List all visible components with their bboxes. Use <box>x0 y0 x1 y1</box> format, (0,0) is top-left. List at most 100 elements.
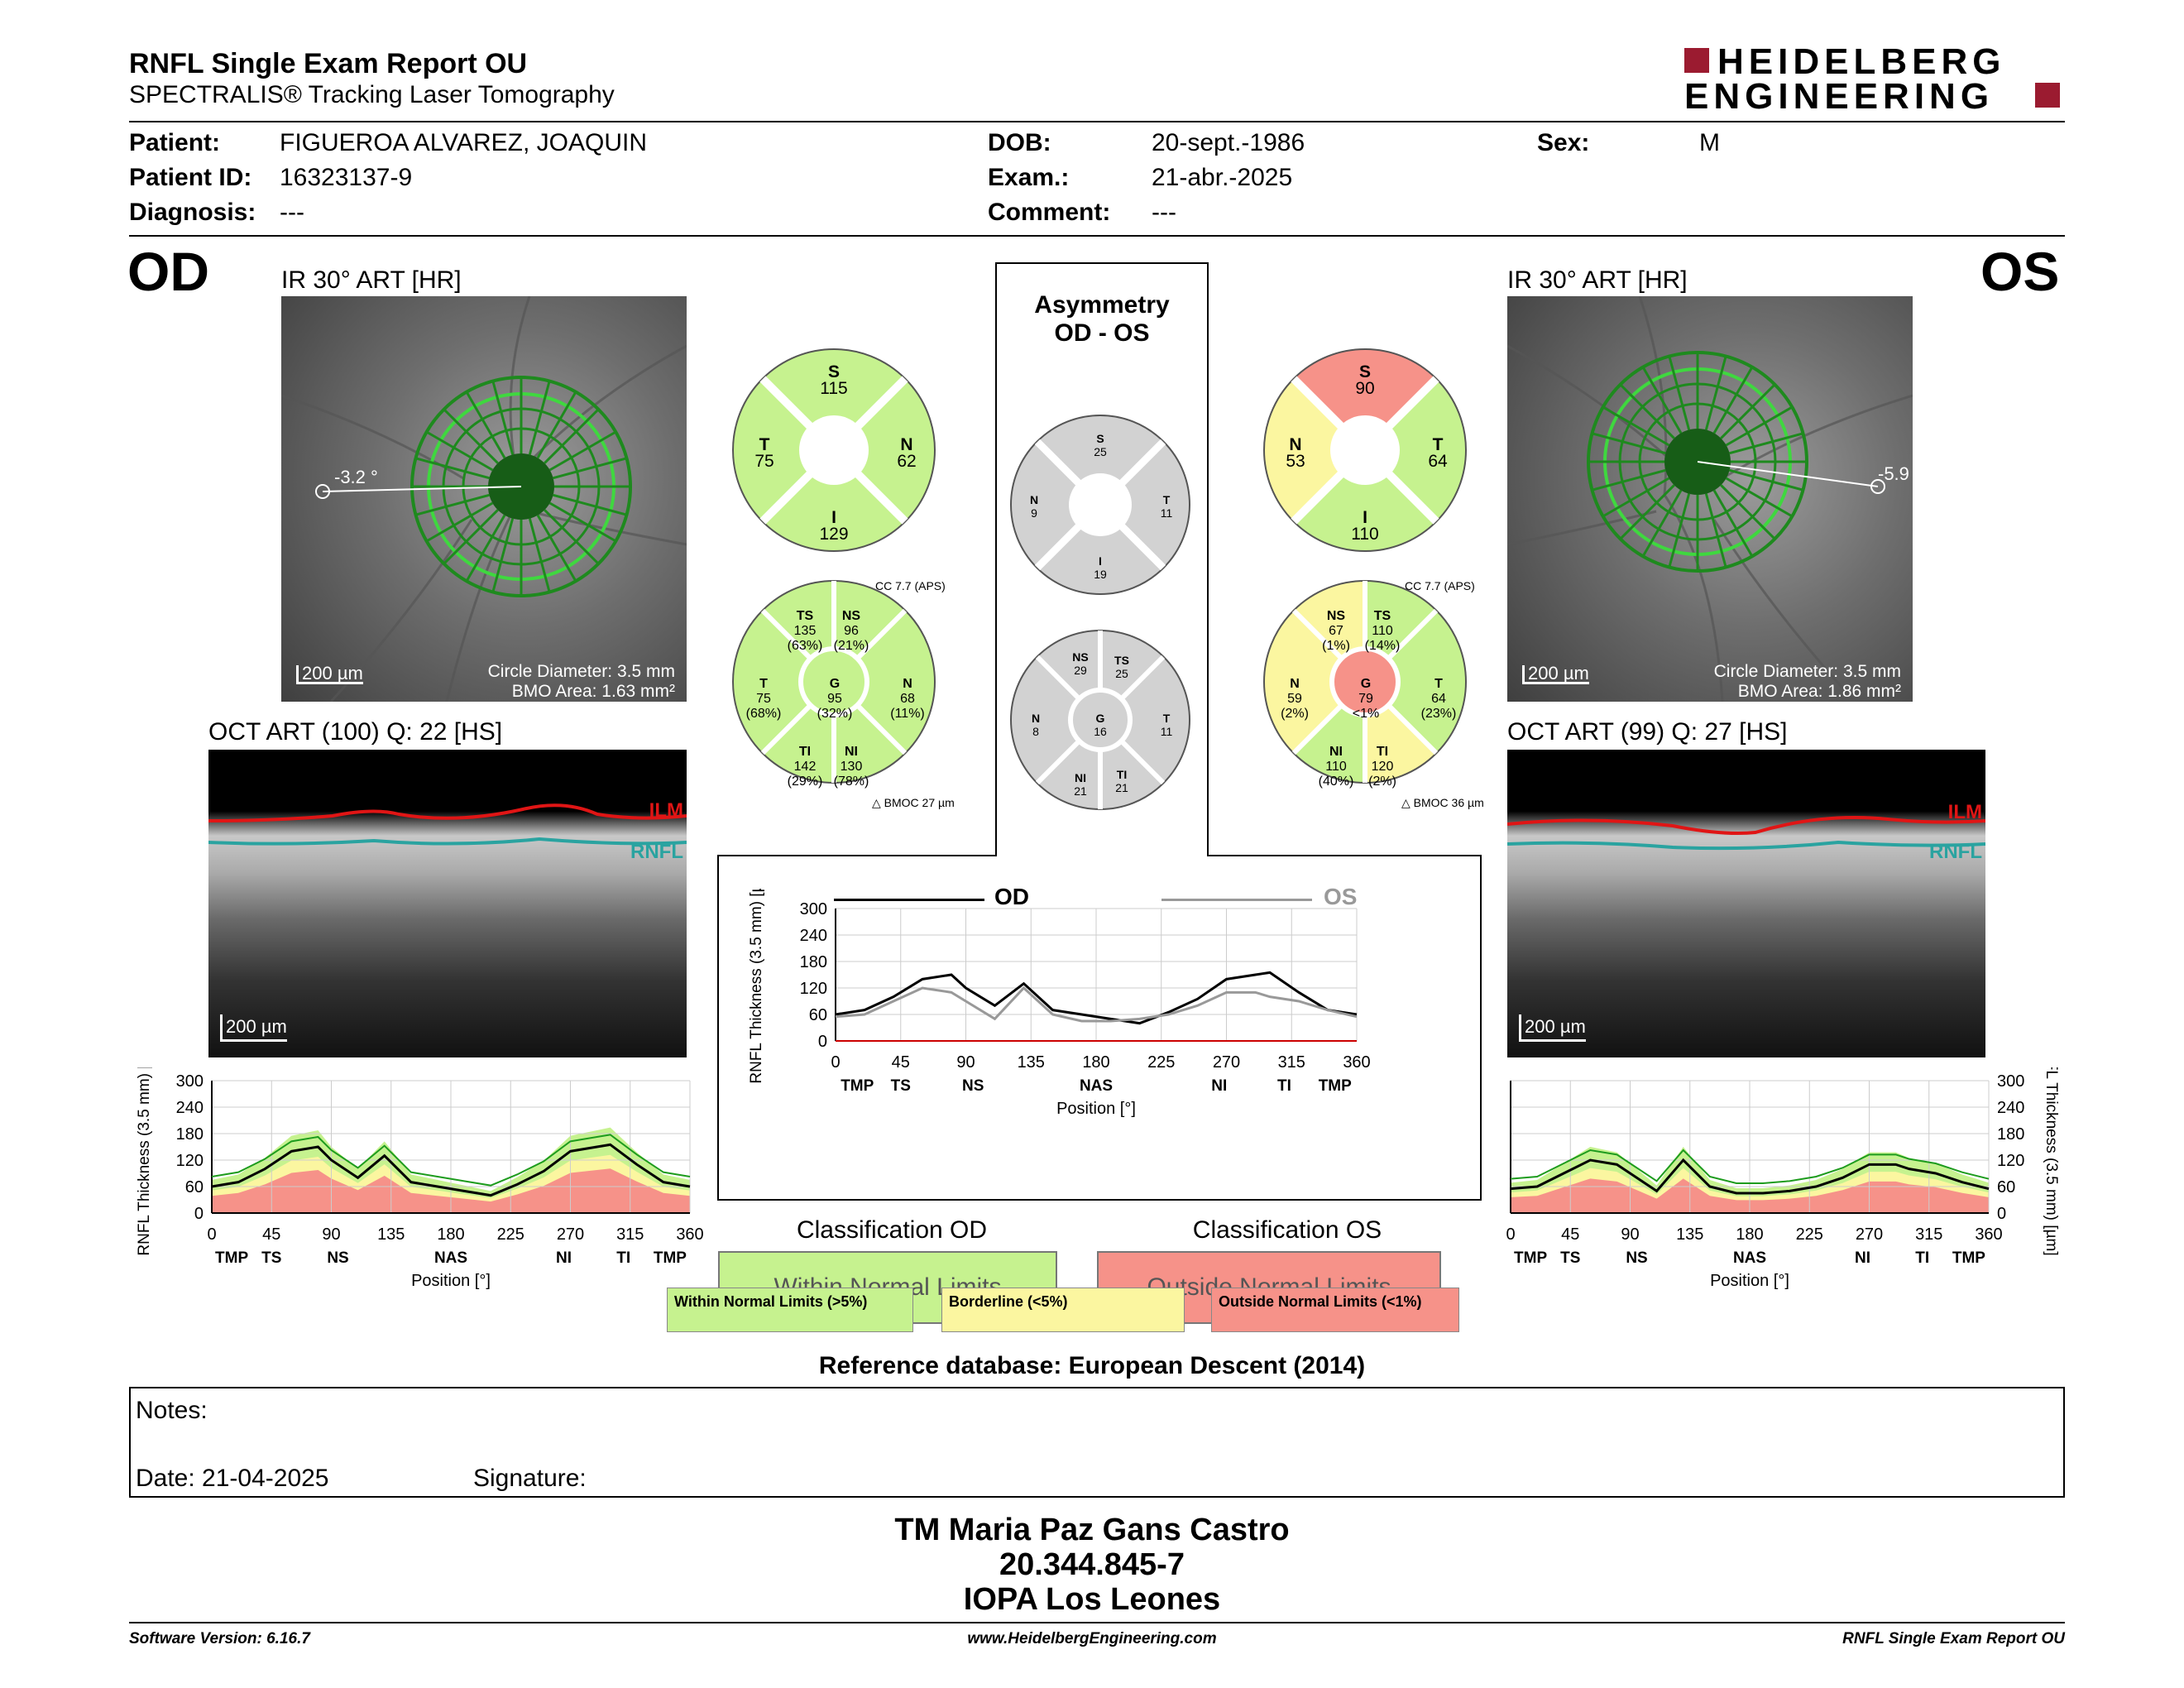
os-quad-t: T 64 <box>1428 435 1448 471</box>
sector-label: TI <box>616 1249 630 1267</box>
od-quad-s-value: 115 <box>820 379 848 398</box>
sector-label: TMP <box>841 1077 874 1095</box>
y-tick-label: 60 <box>1997 1178 2015 1196</box>
od-oct-image: ILM RNFL 200 µm <box>208 750 687 1057</box>
classification-od-title: Classification OD <box>796 1216 988 1244</box>
normative-mean-line <box>211 1134 691 1187</box>
signer-rut: 20.344.845-7 <box>999 1547 1185 1582</box>
sector-label: NAS <box>434 1249 467 1267</box>
od-os-comparison-chart: 300 240 180 120 60 00 45 90 135 180 225 270 315 360 TM… <box>748 889 1371 1118</box>
os-oct-scale: 200 µm <box>1519 1014 1586 1042</box>
x-tick-label: 180 <box>1082 1053 1109 1072</box>
comment-label: Comment: <box>988 199 1111 226</box>
od-oct-scale: 200 µm <box>220 1014 287 1042</box>
asymmetry-title-line1: Asymmetry <box>1034 291 1170 319</box>
x-tick-label: 360 <box>1343 1053 1370 1072</box>
asym-quad-s: S 25 <box>1094 432 1107 458</box>
sector-label: TI <box>1915 1249 1929 1267</box>
y-tick-label: 0 <box>1997 1205 2006 1223</box>
sector-label: NAS <box>1080 1077 1113 1095</box>
report-subtitle: SPECTRALIS® Tracking Laser Tomography <box>129 81 615 108</box>
os-sec-ts: TS 110 (14%) <box>1364 609 1401 653</box>
sector-label: NS <box>962 1077 984 1095</box>
od-sec-ns: NS 96 (21%) <box>833 609 869 653</box>
od-legend-line <box>834 899 984 901</box>
x-tick-label: 270 <box>1213 1053 1240 1072</box>
os-sector-plot <box>1263 580 1467 784</box>
od-sec-t: T 75 (68%) <box>745 677 782 721</box>
sector-label: TMP <box>1514 1249 1547 1267</box>
report-title: RNFL Single Exam Report OU <box>129 48 528 79</box>
od-ilm-label: ILM <box>649 799 683 822</box>
y-tick-label: 120 <box>1997 1152 2024 1170</box>
od-quad-i: I 129 <box>819 508 849 544</box>
os-sec-n: N 59 (2%) <box>1281 677 1309 721</box>
x-tick-label: 315 <box>1915 1225 1942 1244</box>
os-ir-label: IR 30° ART [HR] <box>1507 266 1688 294</box>
x-tick-label: 315 <box>1278 1053 1305 1072</box>
os-fundus-image: -5.9 200 µm Circle Diameter: 3.5 mm BMO … <box>1507 296 1913 702</box>
diagnosis-value: --- <box>280 199 304 226</box>
legend-borderline: Borderline (<5%) <box>941 1288 1185 1332</box>
sector-label: NI <box>556 1249 572 1267</box>
asym-sec-ni: NI 21 <box>1074 771 1087 798</box>
series-line-od <box>211 1143 691 1197</box>
y-tick-label: 180 <box>1997 1125 2024 1144</box>
od-oct-label: OCT ART (100) Q: 22 [HS] <box>208 718 503 746</box>
x-tick-label: 135 <box>1676 1225 1703 1244</box>
y-tick-label: 120 <box>176 1152 204 1170</box>
od-ir-label: IR 30° ART [HR] <box>281 266 462 294</box>
y-tick-label: 240 <box>176 1099 204 1117</box>
os-sec-ni: NI 110 (40%) <box>1318 745 1354 789</box>
logo-line1: HEIDELBERG <box>1717 41 2006 82</box>
x-tick-label: 0 <box>1506 1225 1515 1244</box>
x-tick-label: 315 <box>616 1225 644 1244</box>
x-tick-label: 180 <box>1736 1225 1763 1244</box>
x-tick-label: 270 <box>1856 1225 1883 1244</box>
asymmetry-panel <box>717 262 1482 1201</box>
legend-outside-normal: Outside Normal Limits (<1%) <box>1211 1288 1459 1332</box>
y-axis-label: RNFL Thickness (3.5 mm) [µm] <box>748 889 765 1084</box>
os-oct-image: ILM RNFL 200 µm <box>1507 750 1985 1057</box>
asym-sec-ns: NS 29 <box>1072 650 1089 677</box>
x-tick-label: 225 <box>497 1225 524 1244</box>
notes-date: Date: 21-04-2025 <box>136 1465 329 1492</box>
patient-id-label: Patient ID: <box>129 164 252 191</box>
asymmetry-title-line2: OD - OS <box>1054 319 1150 347</box>
os-sec-ns: NS 67 (1%) <box>1322 609 1350 653</box>
os-bmo-area: BMO Area: 1.86 mm² <box>1737 682 1901 701</box>
series-line-os <box>835 985 1358 1023</box>
series-line-os <box>1510 1158 1990 1195</box>
od-quad-i-value: 129 <box>819 525 849 544</box>
os-sec-t: T 64 (23%) <box>1420 677 1457 721</box>
sector-label: TS <box>891 1077 911 1095</box>
x-tick-label: 225 <box>1796 1225 1823 1244</box>
heidelberg-logo: HEIDELBERG ENGINEERING <box>1684 41 2065 117</box>
asym-sector-plot <box>1010 630 1190 810</box>
od-bmo-area: BMO Area: 1.63 mm² <box>511 682 675 701</box>
sector-label: TS <box>1560 1249 1580 1267</box>
footer-rule <box>129 1622 2065 1623</box>
patient-label: Patient: <box>129 129 221 156</box>
x-axis-label: Position [°] <box>1710 1272 1789 1290</box>
od-quad-t: T 75 <box>754 435 774 471</box>
asym-sec-ti: TI 21 <box>1115 768 1128 794</box>
exam-value: 21-abr.-2025 <box>1152 164 1293 191</box>
asym-quadrant-plot <box>1010 415 1190 595</box>
y-tick-label: 300 <box>1997 1072 2024 1091</box>
os-legend-line <box>1161 899 1312 901</box>
sector-label: TI <box>1277 1077 1291 1095</box>
od-quadrant-plot <box>732 348 936 552</box>
os-bmoc: △ BMOC 36 µm <box>1401 796 1484 809</box>
od-sector-plot <box>732 580 936 784</box>
sector-label: TS <box>261 1249 281 1267</box>
sector-label: NS <box>327 1249 348 1267</box>
od-sec-ts: TS 135 (63%) <box>787 609 823 653</box>
website: www.HeidelbergEngineering.com <box>967 1630 1217 1647</box>
os-ilm-label: ILM <box>1947 801 1982 823</box>
x-tick-label: 360 <box>676 1225 703 1244</box>
od-sec-g: G 95 (32%) <box>817 677 853 721</box>
os-angle: -5.9 <box>1878 463 1909 484</box>
sector-label: TMP <box>215 1249 248 1267</box>
